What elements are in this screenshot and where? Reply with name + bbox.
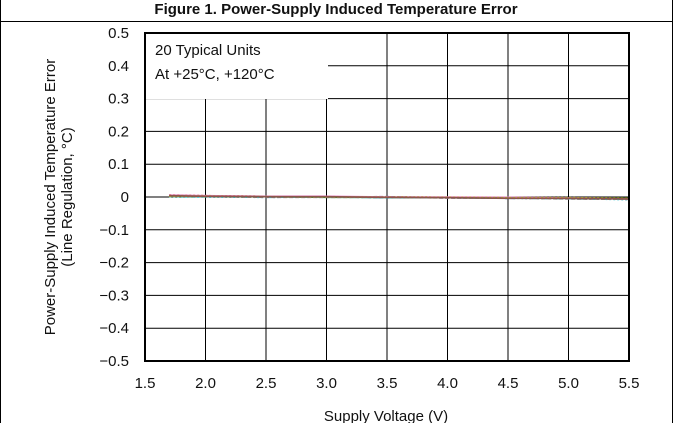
data-series <box>169 194 630 201</box>
y-tick-label: −0.4 <box>99 320 129 337</box>
x-tick-label: 3.0 <box>316 375 337 392</box>
y-tick-labels: 0.5 0.4 0.3 0.2 0.1 0 −0.1 −0.2 −0.3 −0.4 −0.5 <box>99 25 129 370</box>
x-tick-label: 2.5 <box>256 375 277 392</box>
y-axis-label-line2: (Line Regulation, °C) <box>59 127 76 266</box>
y-tick-label: 0 <box>121 189 129 206</box>
y-tick-label: −0.1 <box>99 222 129 239</box>
x-tick-label: 4.5 <box>498 375 519 392</box>
x-tick-label: 5.5 <box>619 375 640 392</box>
x-tick-labels: 1.5 2.0 2.5 3.0 3.5 4.0 4.5 5.0 5.5 <box>135 375 640 392</box>
x-tick-label: 3.5 <box>377 375 398 392</box>
plot-area-border <box>144 32 630 362</box>
y-tick-label: −0.5 <box>99 353 129 370</box>
y-tick-label: 0.2 <box>108 123 129 140</box>
x-axis-label: Supply Voltage (V) <box>324 408 448 423</box>
series-line <box>169 194 630 200</box>
x-tick-label: 4.0 <box>437 375 458 392</box>
annotation-line-2: At +25°C, +120°C <box>155 66 275 83</box>
x-tick-label: 5.0 <box>558 375 579 392</box>
y-tick-label: −0.3 <box>99 287 129 304</box>
y-tick-label: −0.2 <box>99 255 129 272</box>
y-axis-label-line1: Power-Supply Induced Temperature Error <box>42 59 59 336</box>
y-tick-label: 0.1 <box>108 156 129 173</box>
x-tick-label: 2.0 <box>195 375 216 392</box>
y-tick-label: 0.3 <box>108 91 129 108</box>
annotation-line-1: 20 Typical Units <box>155 42 261 59</box>
annotation-box <box>146 34 328 99</box>
x-tick-label: 1.5 <box>135 375 156 392</box>
y-tick-label: 0.4 <box>108 58 129 75</box>
y-tick-label: 0.5 <box>108 25 129 42</box>
chart-title: Figure 1. Power-Supply Induced Temperatu… <box>154 1 517 18</box>
